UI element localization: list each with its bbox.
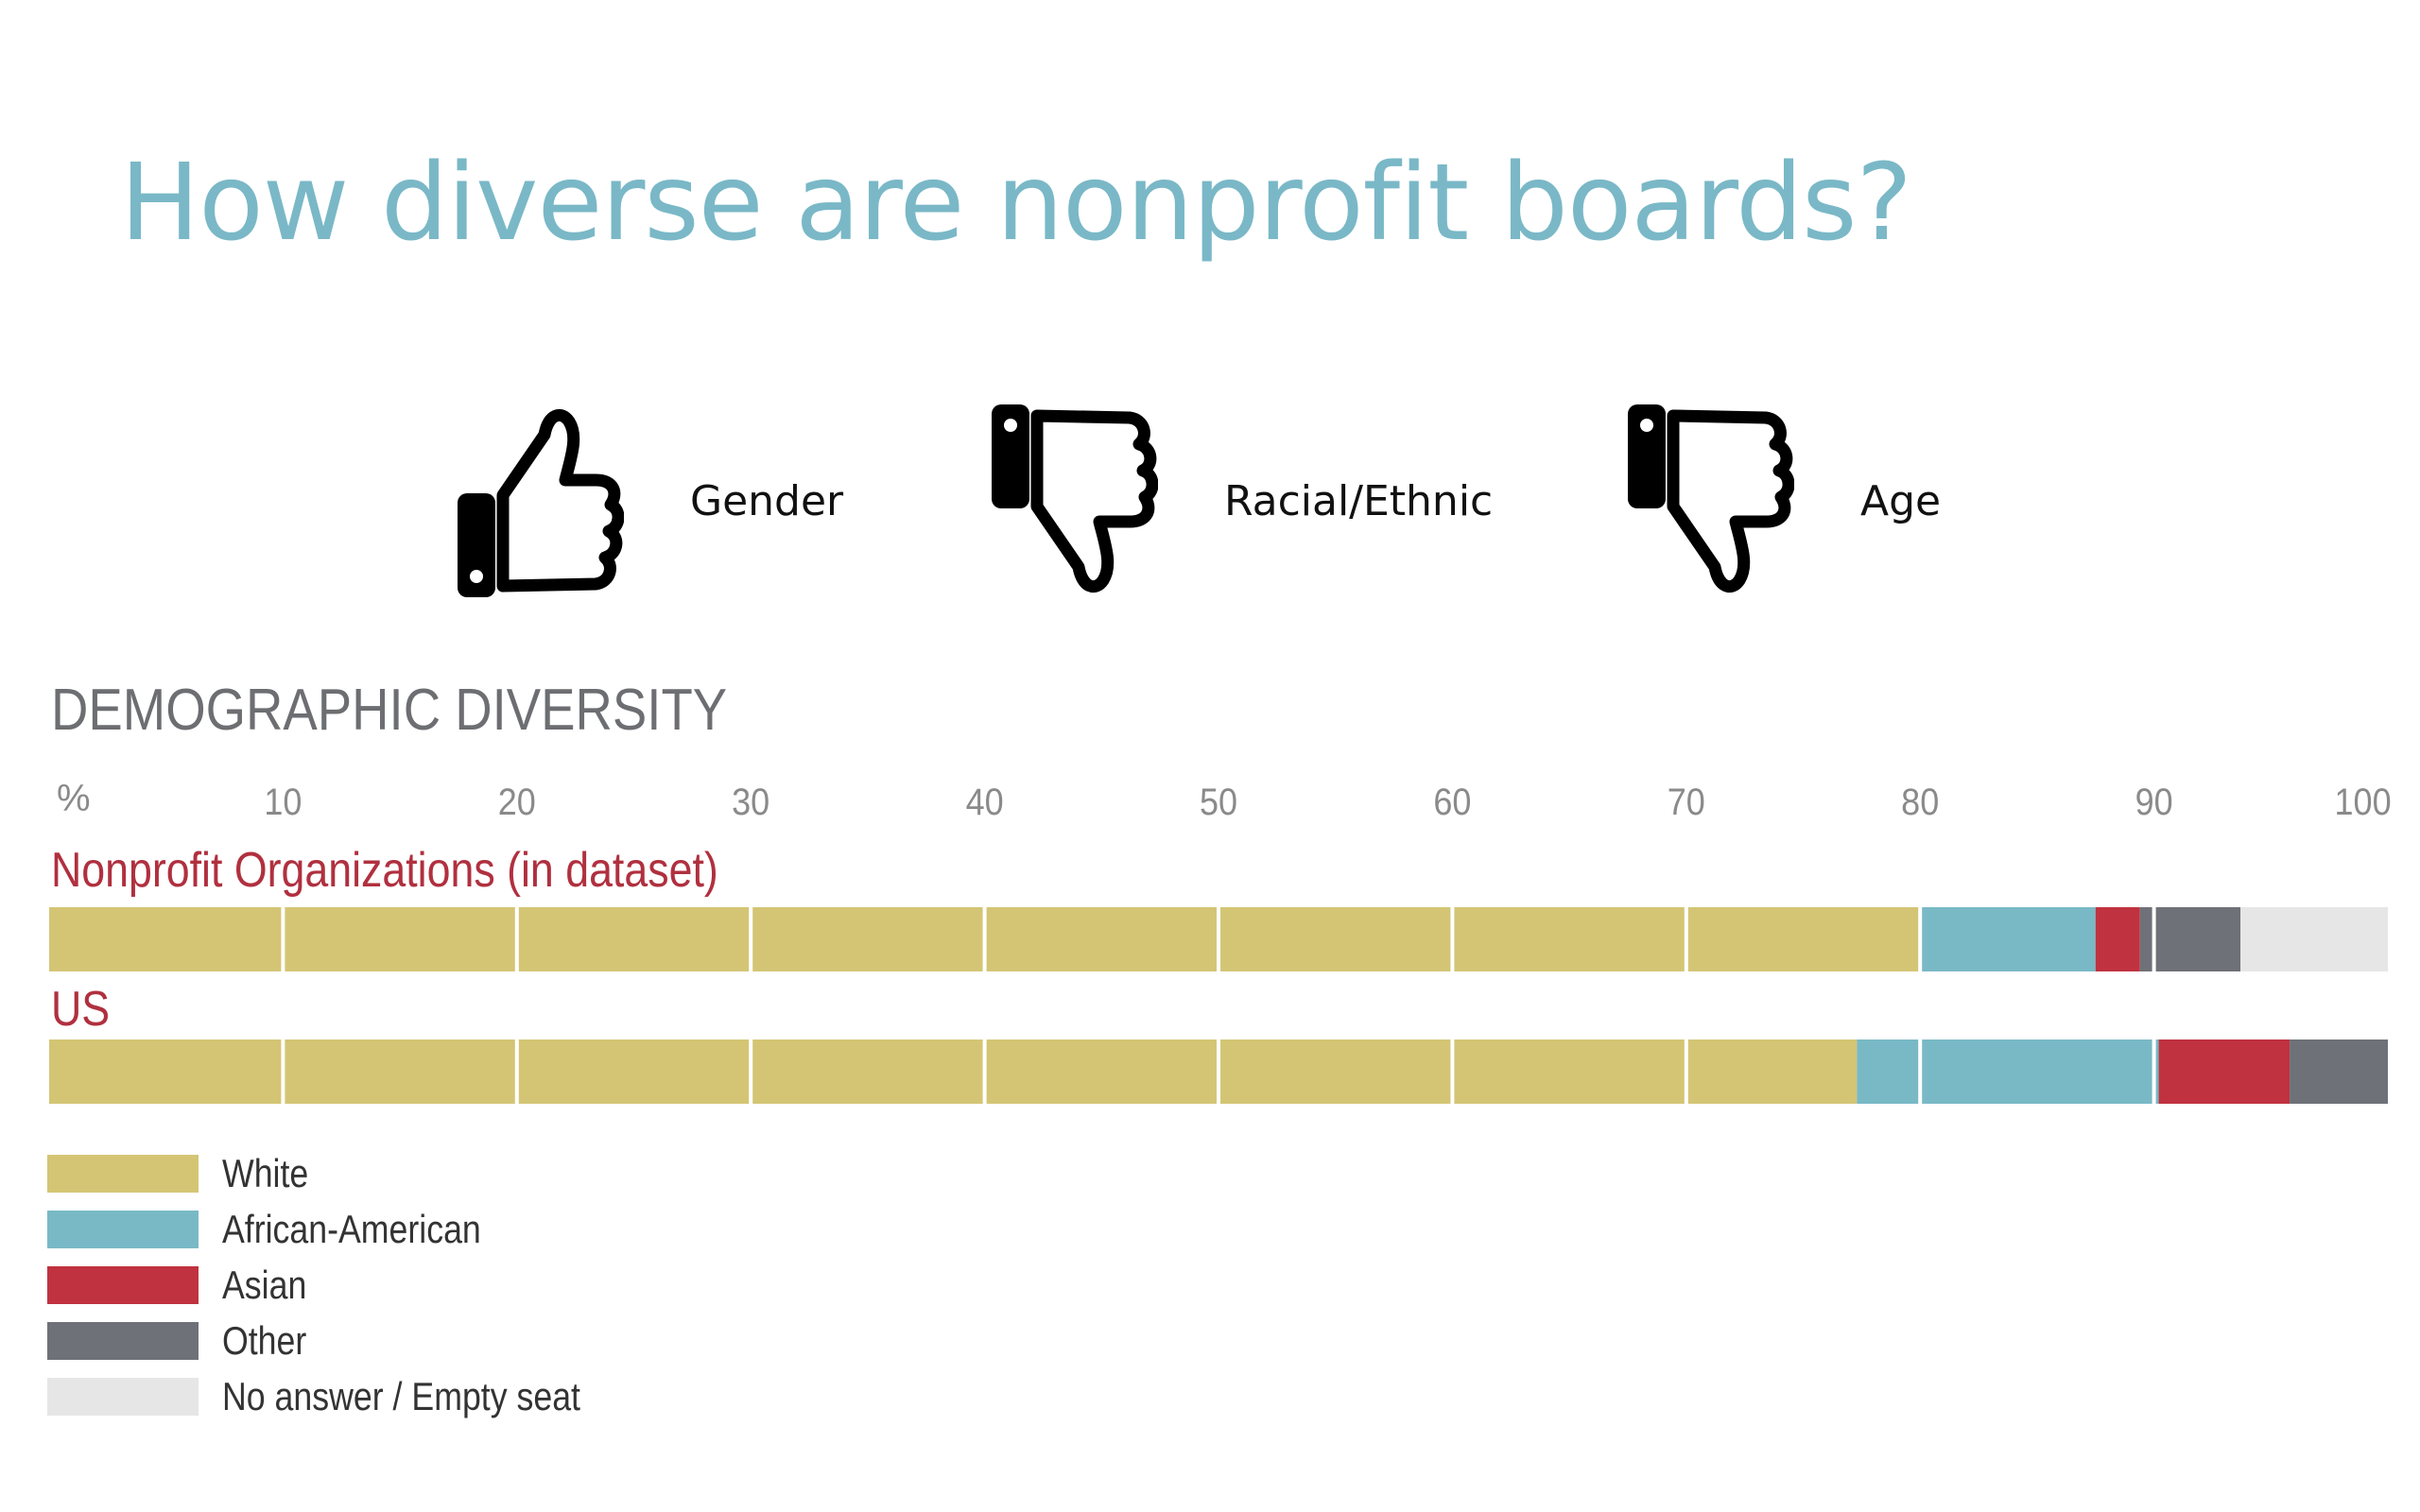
- bar-segment-white: [49, 1040, 1858, 1104]
- legend-swatch-no-answer: [47, 1377, 199, 1416]
- legend-label: African-American: [222, 1206, 481, 1251]
- slide-title: How diverse are nonprofit boards?: [120, 142, 1912, 265]
- series-row-label: Nonprofit Organizations (in dataset): [51, 843, 718, 898]
- x-tick-label: 40: [966, 782, 1004, 823]
- rating-label: Racial/Ethnic: [1224, 476, 1494, 525]
- rating-label: Age: [1860, 476, 1942, 525]
- legend-item: Asian: [47, 1257, 644, 1313]
- legend-label: Other: [222, 1317, 307, 1363]
- bar-segment-african-american: [1857, 1040, 2159, 1104]
- chart-legend: White African-American Asian Other No an…: [47, 1145, 644, 1424]
- legend-swatch-white: [47, 1154, 199, 1193]
- x-tick-label: 70: [1668, 782, 1705, 823]
- x-tick-label: 20: [498, 782, 536, 823]
- bar-segment-african-american: [1920, 907, 2096, 971]
- rating-racial-ethnic: Racial/Ethnic: [978, 397, 1493, 605]
- legend-swatch-asian: [47, 1265, 199, 1304]
- legend-item: White: [47, 1145, 644, 1201]
- axis-unit-label: %: [57, 778, 91, 819]
- thumbs-down-icon: [1628, 404, 1794, 593]
- bar-segment-other: [2290, 1040, 2388, 1104]
- bar-segment-asian: [2158, 1040, 2290, 1104]
- rating-gender: Gender: [444, 397, 843, 605]
- x-tick-label: 100: [2335, 782, 2392, 823]
- x-tick-label: 80: [1901, 782, 1939, 823]
- rating-age: Age: [1615, 397, 1941, 605]
- legend-swatch-african-american: [47, 1210, 199, 1248]
- legend-item: Other: [47, 1313, 644, 1368]
- legend-item: No answer / Empty seat: [47, 1368, 644, 1424]
- x-tick-label: 10: [264, 782, 302, 823]
- bar-segment-other: [2139, 907, 2241, 971]
- rating-label: Gender: [690, 476, 844, 525]
- x-tick-label: 50: [1200, 782, 1237, 823]
- bar-segment-no-answer-empty-seat: [2240, 907, 2388, 971]
- x-tick-label: 30: [732, 782, 769, 823]
- bar-segment-asian: [2095, 907, 2140, 971]
- series-row-label: US: [51, 982, 110, 1037]
- thumbs-up-icon: [458, 408, 624, 597]
- legend-item: African-American: [47, 1201, 644, 1257]
- thumbs-down-icon: [992, 404, 1158, 593]
- legend-swatch-other: [47, 1321, 199, 1360]
- x-tick-label: 60: [1433, 782, 1471, 823]
- chart-title: DEMOGRAPHIC DIVERSITY: [51, 678, 727, 743]
- legend-label: White: [222, 1150, 309, 1195]
- legend-label: No answer / Empty seat: [222, 1373, 580, 1418]
- legend-label: Asian: [222, 1262, 307, 1307]
- x-tick-label: 90: [2135, 782, 2173, 823]
